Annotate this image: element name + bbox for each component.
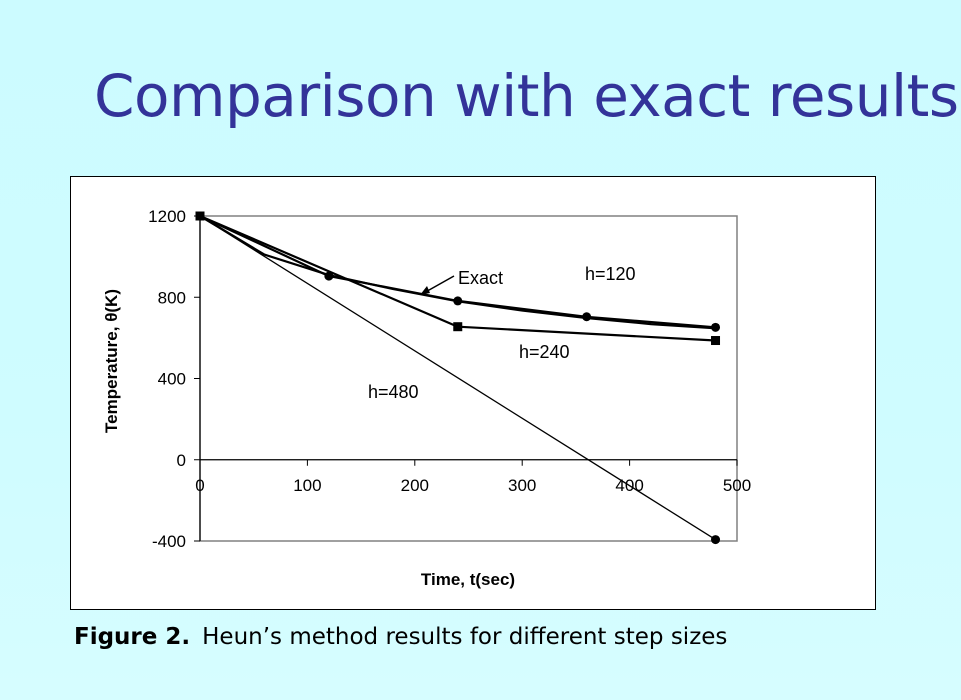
data-point-h120 <box>324 271 334 281</box>
x-tick-label: 400 <box>615 476 643 495</box>
x-tick-label: 500 <box>723 476 751 495</box>
data-point-h120 <box>453 296 463 306</box>
x-tick-label: 300 <box>508 476 536 495</box>
annotation-h480: h=480 <box>368 382 419 402</box>
data-point-h120 <box>582 312 592 322</box>
y-tick-label: 800 <box>158 288 186 307</box>
plot-area <box>199 215 738 542</box>
y-tick-label: -400 <box>152 532 186 551</box>
heun-comparison-chart: 0 100 200 300 400 500 1200 800 400 0 -400 Time, t(… <box>102 207 751 589</box>
slide-title: Comparison with exact results <box>94 62 959 130</box>
data-point-h480 <box>711 535 721 545</box>
annotation-exact-arrowhead <box>420 286 430 295</box>
series-line-h480 <box>199 215 716 541</box>
annotation-exact: Exact <box>458 268 503 288</box>
tick-labels: 0 100 200 300 400 500 1200 800 400 0 -400 <box>148 207 751 551</box>
x-axis-title: Time, t(sec) <box>421 570 515 589</box>
y-tick-label: 400 <box>158 370 186 389</box>
x-tick-label: 200 <box>401 476 429 495</box>
y-axis-title: Temperature, θ(K) <box>102 289 121 433</box>
y-tick-label: 0 <box>177 451 186 470</box>
plot-border <box>199 215 738 542</box>
figure-caption: Figure 2. Heun’s method results for diffe… <box>74 624 727 650</box>
annotation-h120: h=120 <box>585 264 636 284</box>
x-tick-label: 0 <box>195 476 204 495</box>
caption-label: Figure 2. <box>74 624 191 650</box>
annotation-h240: h=240 <box>519 342 570 362</box>
data-point-h120 <box>711 322 721 332</box>
data-point-h240 <box>453 322 463 332</box>
chart-container: 0 100 200 300 400 500 1200 800 400 0 -400 Time, t(… <box>70 176 876 610</box>
x-tick-label: 100 <box>293 476 321 495</box>
data-point-h240 <box>711 336 721 346</box>
caption-text: Heun’s method results for different step… <box>202 624 728 650</box>
y-tick-label: 1200 <box>148 207 186 226</box>
